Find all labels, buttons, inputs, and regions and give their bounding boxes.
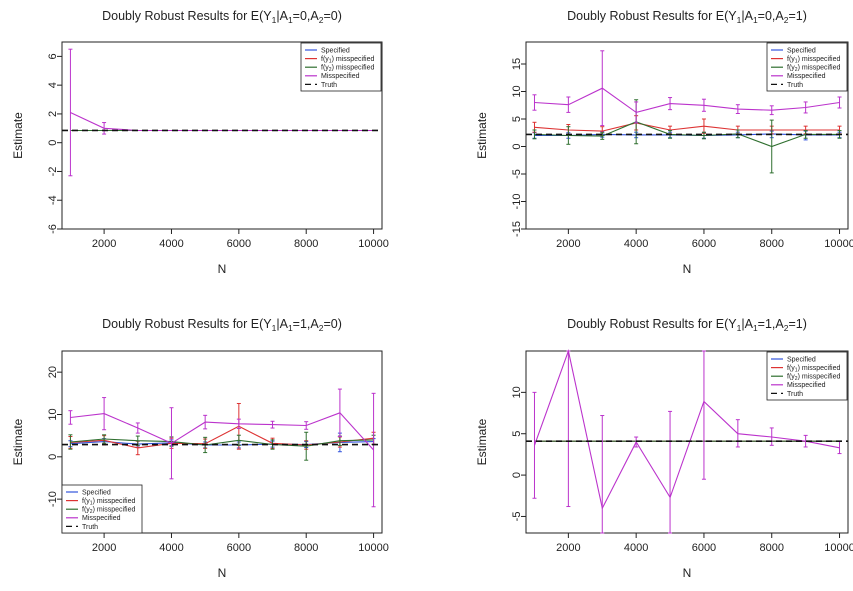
plot-frame [525,350,849,534]
x-tick-label: 4000 [159,238,183,250]
y-axis-label: Estimate [475,112,489,159]
x-tick-label: 10000 [358,542,389,554]
y-tick-label: 6 [47,53,59,59]
x-tick-label: 8000 [759,542,783,554]
x-tick-label: 4000 [159,542,183,554]
legend-label: Specified [787,47,816,54]
x-tick-label: 8000 [759,238,783,250]
x-tick-label: 10000 [358,238,389,250]
legend-label: Misspecified [82,515,121,522]
legend-label: Misspecified [787,73,826,80]
legend-label: Truth [321,82,337,89]
y-tick-label: -10 [511,194,523,210]
legend-label: f(y2) misspecified [787,374,840,383]
series-line [534,87,840,113]
series-line [70,112,374,132]
legend-label: Specified [82,489,111,496]
y-tick-label: 20 [47,366,59,378]
x-tick-label: 2000 [92,542,116,554]
x-axis-label: N [683,262,692,276]
chart-panel-1: Doubly Robust Results for E(Y1|A1=0,A2=0… [11,9,389,276]
x-tick-label: 2000 [92,238,116,250]
y-tick-label: 0 [47,140,59,146]
series-line [534,122,840,132]
y-tick-label: 10 [47,408,59,420]
legend-label: Specified [321,47,350,54]
legend-label: f(y2) misspecified [321,65,374,74]
x-tick-label: 10000 [824,238,853,250]
y-axis-label: Estimate [475,418,489,465]
legend-label: f(y1) misspecified [787,365,840,374]
y-axis-label: Estimate [11,112,25,159]
y-tick-label: -10 [47,491,59,507]
y-tick-label: 0 [47,454,59,460]
x-tick-label: 2000 [556,542,580,554]
x-tick-label: 8000 [294,238,318,250]
chart-panel-2: Doubly Robust Results for E(Y1|A1=0,A2=1… [475,9,853,276]
x-tick-label: 6000 [227,542,251,554]
y-tick-label: -2 [47,167,59,177]
x-tick-label: 4000 [624,542,648,554]
legend-label: f(y1) misspecified [82,498,135,507]
x-tick-label: 4000 [624,238,648,250]
series-line [533,349,840,510]
y-tick-label: -15 [511,221,523,237]
legend-label: f(y1) misspecified [787,56,840,65]
x-tick-label: 6000 [227,238,251,250]
y-tick-label: 15 [511,58,523,70]
chart-panel-4: Doubly Robust Results for E(Y1|A1=1,A2=1… [475,317,853,580]
chart-title: Doubly Robust Results for E(Y1|A1=1,A2=0… [102,317,342,333]
x-tick-label: 8000 [294,542,318,554]
legend-label: Misspecified [787,382,826,389]
legend-label: Misspecified [321,73,360,80]
y-tick-label: -6 [47,224,59,234]
y-tick-label: 5 [511,431,523,437]
chart-title: Doubly Robust Results for E(Y1|A1=0,A2=0… [102,9,342,25]
y-tick-label: 10 [511,386,523,398]
chart-title: Doubly Robust Results for E(Y1|A1=1,A2=1… [567,317,807,333]
y-tick-label: 4 [47,82,59,88]
x-tick-label: 6000 [692,238,716,250]
legend-label: f(y2) misspecified [787,65,840,74]
y-tick-label: 0 [511,143,523,149]
legend-label: Specified [787,356,816,363]
y-tick-label: -5 [511,512,523,522]
series-line [70,412,375,451]
legend-label: f(y2) misspecified [82,507,135,515]
y-axis-label: Estimate [11,418,25,465]
plot-frame [61,350,383,534]
x-tick-label: 10000 [824,542,853,554]
y-tick-label: 2 [47,111,59,117]
x-axis-label: N [218,262,227,276]
y-tick-label: -4 [47,195,59,205]
y-tick-label: 5 [511,116,523,122]
chart-title: Doubly Robust Results for E(Y1|A1=0,A2=1… [567,9,807,25]
legend-label: f(y1) misspecified [321,56,374,65]
y-tick-label: 0 [511,472,523,478]
x-tick-label: 6000 [692,542,716,554]
plot-frame [61,41,383,230]
x-tick-label: 2000 [556,238,580,250]
x-axis-label: N [683,566,692,580]
y-tick-label: 10 [511,85,523,97]
x-axis-label: N [218,566,227,580]
chart-panel-3: Doubly Robust Results for E(Y1|A1=1,A2=0… [11,317,389,580]
y-tick-label: -5 [511,169,523,179]
legend-label: Truth [82,524,98,531]
legend-label: Truth [787,391,803,398]
plot-frame [525,41,849,230]
series-line [70,438,374,447]
legend-label: Truth [787,82,803,89]
